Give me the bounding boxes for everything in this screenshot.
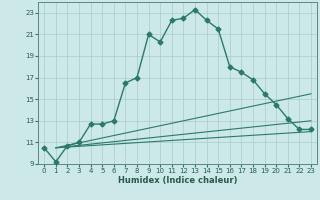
X-axis label: Humidex (Indice chaleur): Humidex (Indice chaleur) [118, 176, 237, 185]
